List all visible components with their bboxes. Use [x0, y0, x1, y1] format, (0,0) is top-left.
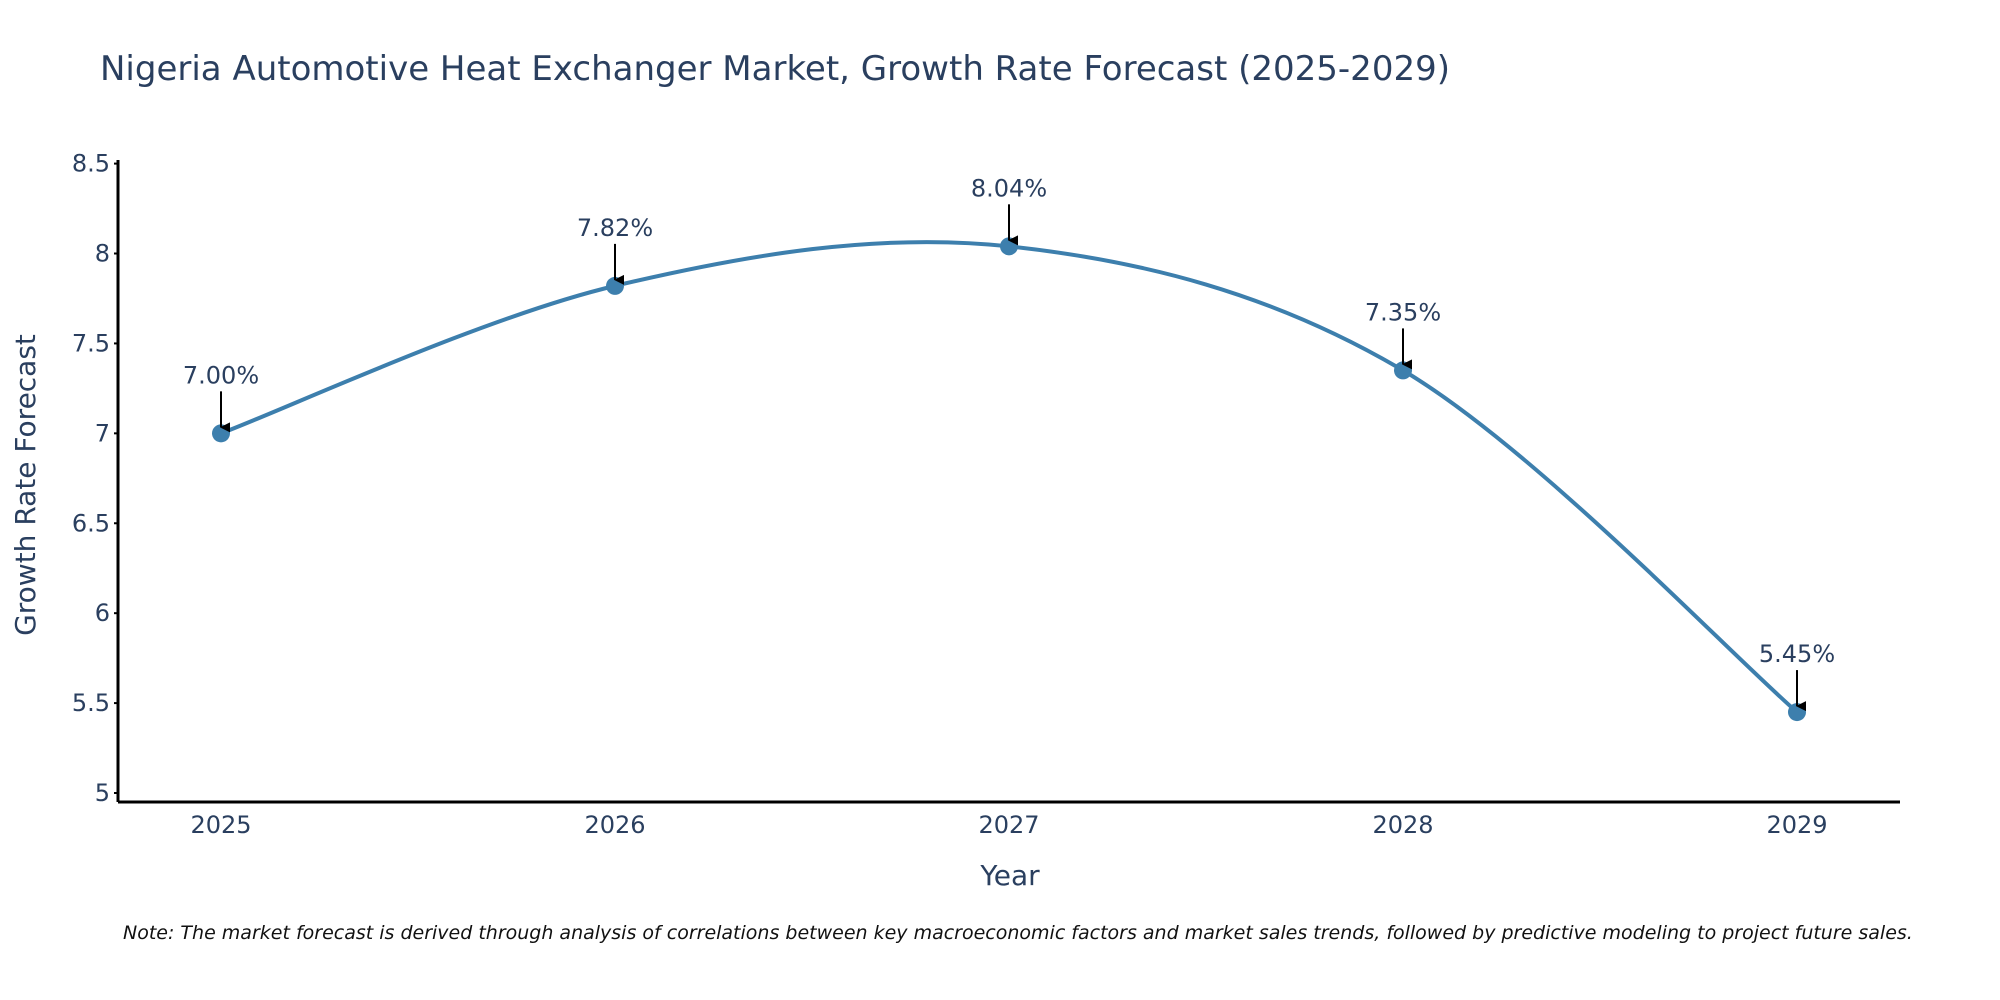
y-tick-label: 6.5: [72, 509, 110, 537]
data-label: 7.35%: [1365, 298, 1441, 326]
x-axis-title: Year: [979, 859, 1040, 892]
y-axis-ticks: 5 5.5 6 6.5 7 7.5 8 8.5: [72, 150, 118, 807]
data-label: 8.04%: [971, 174, 1047, 202]
y-tick-label: 8: [95, 240, 110, 268]
x-tick-label: 2029: [1766, 811, 1827, 839]
y-tick-label: 8.5: [72, 150, 110, 178]
x-tick-label: 2028: [1372, 811, 1433, 839]
footnote: Note: The market forecast is derived thr…: [123, 922, 1913, 944]
chart-title: Nigeria Automotive Heat Exchanger Market…: [100, 49, 1450, 89]
x-tick-label: 2025: [190, 811, 251, 839]
x-tick-label: 2026: [584, 811, 645, 839]
data-label: 5.45%: [1759, 640, 1835, 668]
y-tick-label: 5.5: [72, 689, 110, 717]
data-point-markers: [212, 237, 1806, 722]
x-axis-ticks: 2025 2026 2027 2028 2029: [190, 811, 1827, 839]
data-labels: 7.00% 7.82% 8.04% 7.35% 5.45%: [183, 174, 1835, 712]
y-tick-label: 6: [95, 599, 110, 627]
y-tick-label: 7.5: [72, 329, 110, 357]
data-label: 7.82%: [577, 214, 653, 242]
y-tick-label: 5: [95, 779, 110, 807]
y-tick-label: 7: [95, 419, 110, 447]
y-axis-title: Growth Rate Forecast: [9, 334, 42, 636]
growth-rate-series-line: [220, 240, 1799, 714]
data-label: 7.00%: [183, 361, 259, 389]
x-tick-label: 2027: [978, 811, 1039, 839]
